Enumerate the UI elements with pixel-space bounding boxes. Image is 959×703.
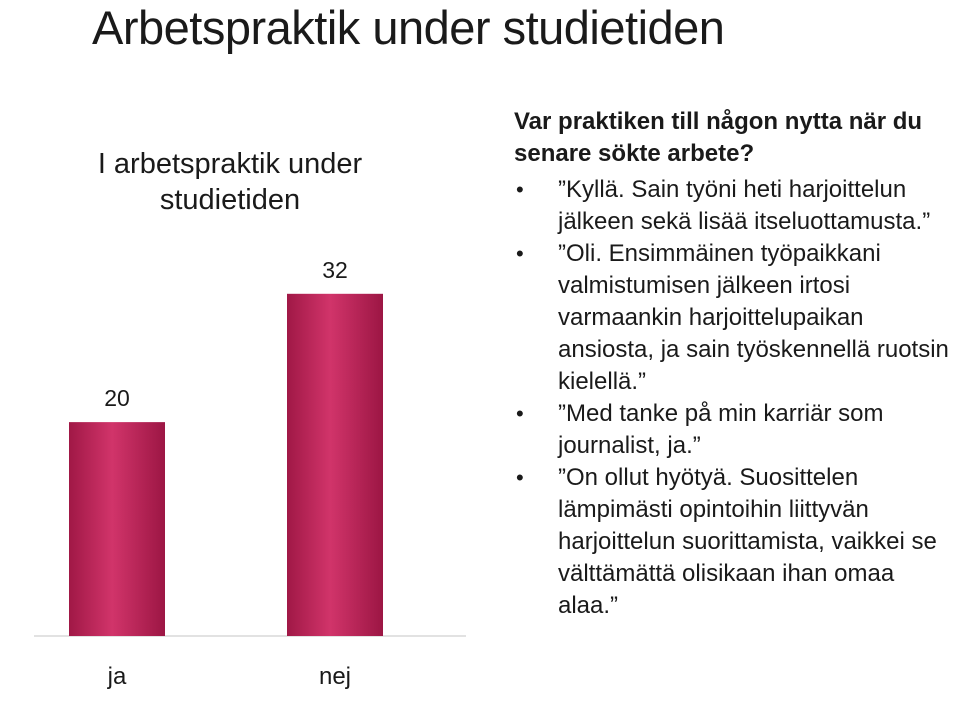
chart-title: I arbetspraktik under studietiden bbox=[97, 148, 363, 216]
comments-panel: Var praktiken till någon nytta när du se… bbox=[514, 106, 959, 622]
comment-item: ”Med tanke på min karriär som journalist… bbox=[514, 398, 959, 462]
question-heading: Var praktiken till någon nytta när du se… bbox=[514, 108, 923, 167]
comment-list: ”Kyllä. Sain työni heti harjoittelun jäl… bbox=[514, 174, 959, 622]
category-label: ja bbox=[107, 663, 127, 690]
data-label: 32 bbox=[322, 257, 348, 283]
category-label: nej bbox=[319, 663, 351, 690]
comment-item: ”Oli. Ensimmäinen työpaikkani valmistumi… bbox=[514, 238, 959, 398]
bar-nej bbox=[287, 293, 383, 636]
bar-ja bbox=[69, 422, 165, 636]
comment-item: ”On ollut hyötyä. Suosittelen lämpimästi… bbox=[514, 462, 959, 622]
data-label: 20 bbox=[104, 385, 130, 411]
bar-chart: 20 ja 32 nej bbox=[34, 257, 466, 690]
page-title: Arbetspraktik under studietiden bbox=[92, 1, 725, 54]
comment-item: ”Kyllä. Sain työni heti harjoittelun jäl… bbox=[514, 174, 959, 238]
